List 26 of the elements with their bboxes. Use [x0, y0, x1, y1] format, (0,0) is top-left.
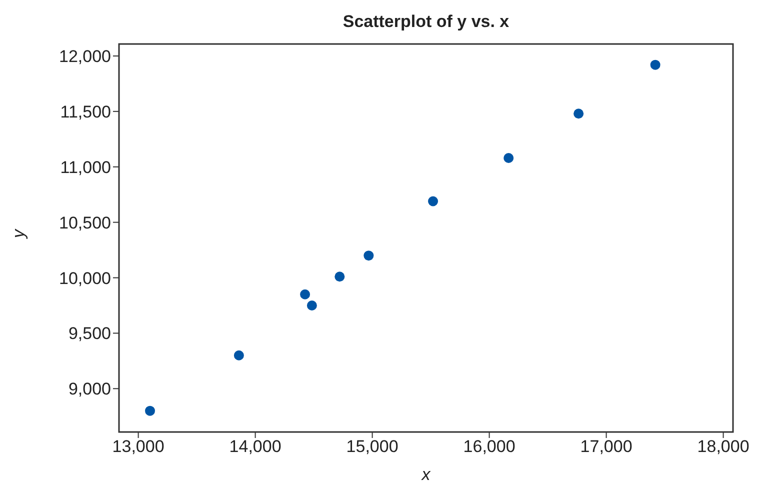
y-tick-label: 10,000 [59, 268, 111, 288]
point [300, 289, 310, 300]
point [504, 152, 514, 163]
y-tick-label: 11,500 [60, 102, 111, 122]
point [234, 350, 244, 360]
x-tick-label: 15,000 [346, 437, 398, 456]
point [334, 272, 345, 282]
x-axis-title: x [420, 465, 431, 484]
x-tick-label: 14,000 [229, 437, 282, 456]
x-tick-label: 18,000 [697, 437, 750, 456]
point [145, 406, 156, 416]
point [428, 196, 438, 206]
x-tick-label: 16,000 [463, 437, 516, 456]
point [306, 300, 317, 310]
x-tick-label: 17,000 [580, 437, 632, 456]
point [364, 250, 374, 261]
y-tick-label: 9,500 [68, 324, 111, 344]
y-axis-title: y [9, 228, 28, 239]
y-tick-label: 11,000 [60, 158, 111, 177]
x-tick-label: 13,000 [112, 437, 164, 456]
chart-title: Scatterplot of y vs. x [342, 12, 510, 32]
y-tick-label: 12,000 [59, 47, 111, 66]
point [650, 60, 660, 70]
y-tick-label: 9,000 [68, 380, 111, 399]
point [574, 108, 584, 119]
y-tick-label: 10,500 [59, 213, 111, 232]
